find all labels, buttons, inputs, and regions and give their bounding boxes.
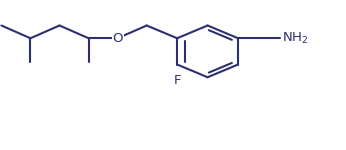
- Text: F: F: [173, 74, 181, 87]
- Text: NH$_2$: NH$_2$: [282, 31, 308, 46]
- Text: O: O: [112, 32, 123, 45]
